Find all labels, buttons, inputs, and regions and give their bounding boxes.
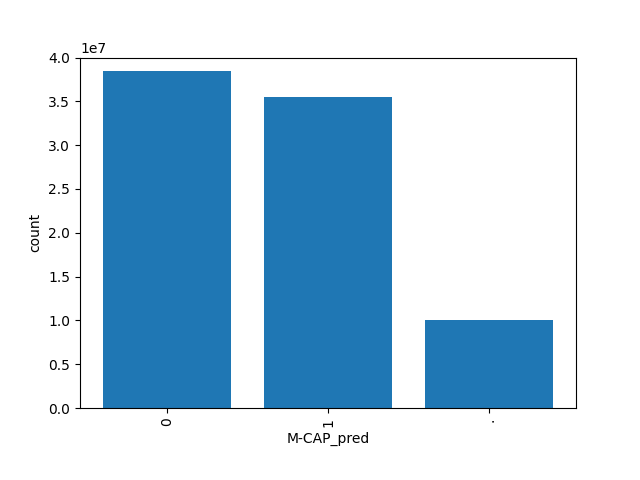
X-axis label: M-CAP_pred: M-CAP_pred [286, 432, 370, 446]
Y-axis label: count: count [29, 213, 43, 252]
Bar [264, 97, 392, 408]
Bar [102, 71, 232, 408]
Bar [424, 321, 554, 408]
